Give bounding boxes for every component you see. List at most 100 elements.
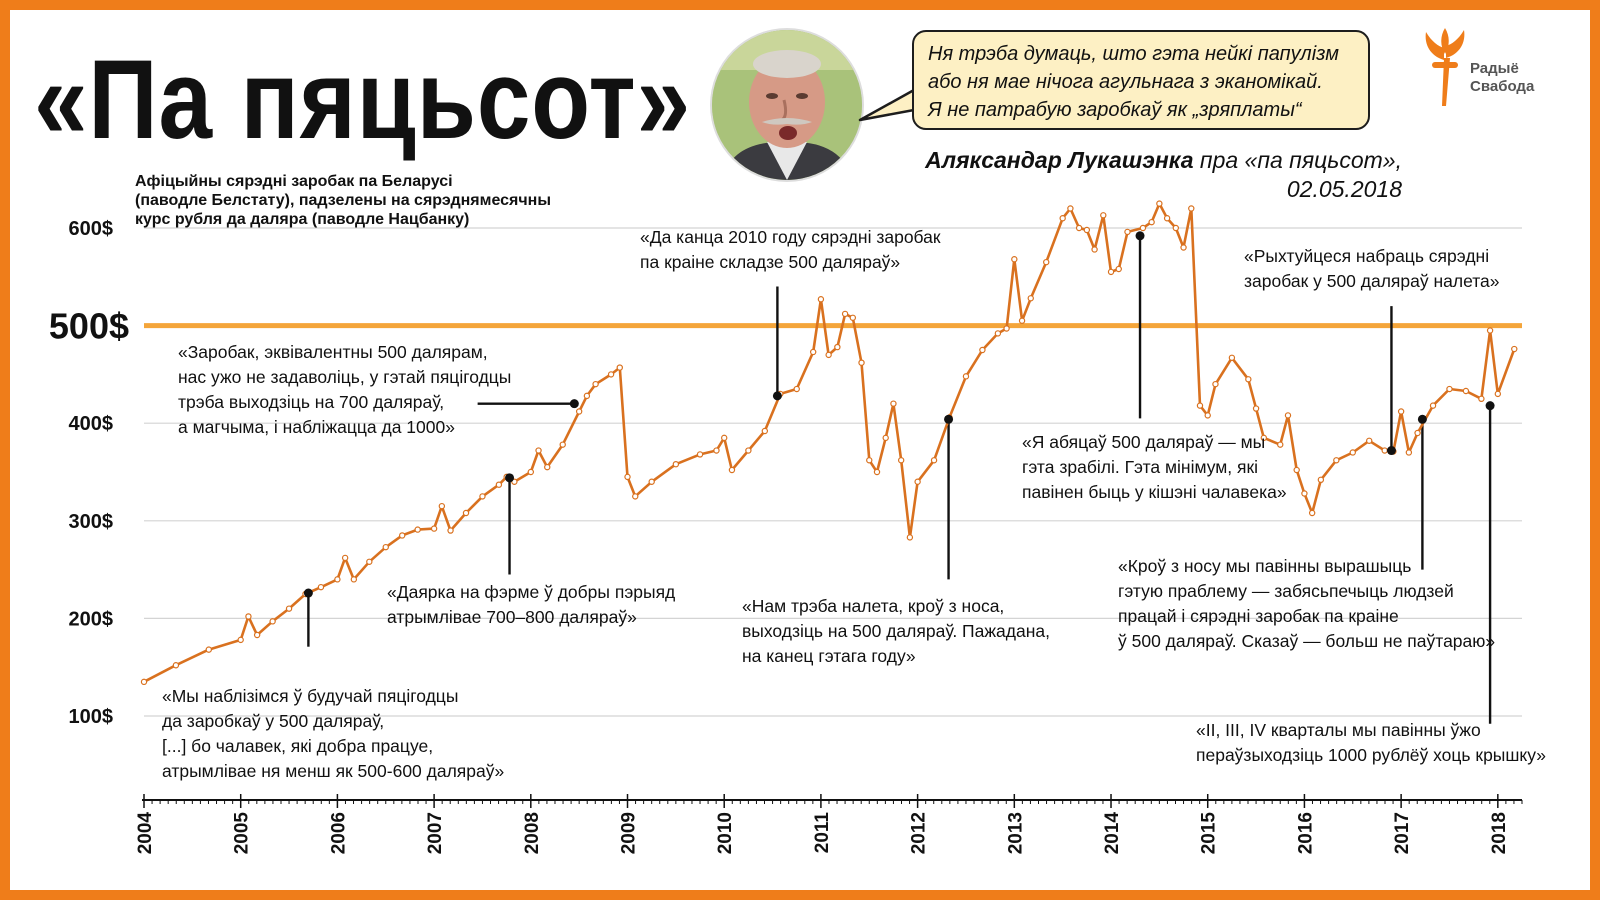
data-point	[1317, 476, 1325, 484]
data-point	[1284, 412, 1292, 419]
data-point	[447, 527, 454, 534]
data-point	[1381, 447, 1388, 454]
data-point	[462, 509, 470, 517]
data-point	[1277, 441, 1284, 448]
data-point	[793, 385, 800, 393]
data-point	[897, 457, 905, 464]
data-point	[205, 646, 212, 653]
attribution-name: Аляксандар Лукашэнка	[925, 147, 1194, 173]
data-point	[849, 314, 857, 321]
data-point	[607, 371, 615, 378]
data-point	[672, 460, 680, 468]
annotation-marker	[1135, 231, 1145, 241]
data-point	[1188, 205, 1195, 212]
data-point	[253, 631, 261, 639]
quote-annotation-2008: «Заробак, эквівалентны 500 далярам, нас у…	[178, 340, 511, 440]
quote-line: Я не патрабую заробкаў як „зряплаты“	[928, 99, 1302, 121]
data-point	[873, 468, 881, 476]
y-tick-label: 500$	[49, 306, 129, 347]
annotation-marker	[569, 399, 579, 409]
data-point	[334, 576, 341, 583]
speech-bubble-tail	[858, 88, 915, 122]
quote-annotation-line: да заробкаў у 500 даляраў,	[162, 711, 385, 731]
quote-annotation-line: «Я абяцаў 500 даляраў — мы	[1022, 432, 1266, 452]
data-point	[1446, 385, 1453, 393]
data-point	[1027, 295, 1034, 302]
page-title: «Па пяцьсот»	[34, 37, 691, 162]
data-point	[914, 478, 921, 485]
data-point	[1172, 224, 1180, 232]
quote-annotation-line: атрымлівае ня менш як 500-600 даляраў»	[162, 761, 505, 781]
attribution-date: 02.05.2018	[1286, 176, 1402, 202]
data-point	[592, 380, 599, 388]
data-point	[817, 296, 825, 303]
data-point	[1252, 405, 1260, 412]
data-point	[1180, 244, 1187, 251]
data-point	[979, 346, 986, 354]
data-point	[285, 605, 293, 612]
data-point	[430, 525, 438, 532]
x-tick-label: 2004	[135, 812, 156, 855]
y-tick-label: 400$	[69, 413, 114, 435]
portrait-illustration	[712, 30, 862, 180]
quote-annotation-line: «Заробак, эквівалентны 500 далярам,	[178, 342, 488, 362]
data-point	[366, 558, 373, 565]
annotation-marker	[303, 588, 313, 598]
data-point	[1212, 380, 1219, 388]
data-point	[994, 330, 1002, 337]
data-point	[269, 618, 276, 625]
data-point	[882, 434, 889, 442]
x-tick-label: 2006	[328, 812, 349, 854]
data-point	[1115, 265, 1122, 273]
data-point	[1462, 387, 1470, 395]
torch-logo-icon	[1425, 28, 1465, 106]
data-point	[317, 583, 325, 591]
brand-name: Радыё Свабода	[1470, 60, 1534, 96]
brand-name-line: Свабода	[1470, 78, 1535, 95]
data-point	[1414, 429, 1421, 437]
quote-annotation-line: пераўзыходзіць 1000 рублёў хоць крышку»	[1196, 745, 1546, 765]
speech-bubble: Ня трэба думаць, што гэта нейкі папулізм…	[912, 30, 1370, 130]
quote-annotation-line: «Нам трэба налета, кроў з носа,	[742, 596, 1005, 616]
quote-annotation-line: гэтую праблему — забясьпечыць людзей	[1118, 581, 1454, 601]
data-point	[1228, 354, 1236, 362]
data-point	[1308, 509, 1316, 517]
quote-annotation-line: выходзіць на 500 даляраў. Пажадана,	[742, 621, 1050, 641]
y-tick-label: 100$	[69, 706, 114, 728]
data-point	[809, 348, 817, 356]
quote-annotation-line: павінен быць у кішэні чалавека»	[1022, 482, 1287, 502]
x-tick-label: 2013	[1005, 812, 1026, 854]
data-point	[1107, 268, 1115, 276]
annotation-marker	[505, 473, 515, 483]
annotation-marker	[944, 414, 954, 424]
data-point	[495, 481, 503, 488]
data-point	[1043, 258, 1050, 266]
data-point	[1486, 327, 1494, 334]
data-point	[398, 532, 406, 539]
quote-annotation-2012: «Нам трэба налета, кроў з носа, выходзіць…	[742, 594, 1050, 669]
quote-annotation-line: ў 500 даляраў. Сказаў — больш не паўтара…	[1118, 631, 1496, 651]
data-point	[1245, 376, 1252, 383]
data-point	[1196, 402, 1204, 409]
x-tick-label: 2017	[1392, 812, 1413, 854]
data-point	[1204, 412, 1211, 419]
data-point	[648, 478, 655, 485]
data-point	[414, 526, 421, 533]
x-tick-label: 2016	[1295, 812, 1316, 854]
x-tick-label: 2005	[232, 812, 253, 855]
data-point	[624, 473, 631, 481]
chart-gridlines	[144, 227, 1522, 717]
quote-annotation-line: атрымлівае 700–800 даляраў»	[387, 607, 637, 627]
data-point	[1349, 449, 1356, 456]
data-point	[1011, 256, 1018, 263]
quote-annotation-2018: «II, III, IV кварталы мы павінны ўжо пера…	[1196, 718, 1546, 768]
data-point	[382, 543, 389, 551]
data-point	[559, 441, 566, 448]
quote-annotation-line: працай і сярэдні заробак па краіне	[1118, 606, 1399, 626]
data-point	[140, 678, 148, 686]
y-axis: 100$ 200$ 300$ 400$ 500$ 600$	[49, 218, 129, 728]
data-point	[1429, 402, 1437, 409]
annotation-leaders	[307, 235, 1492, 724]
quote-annotation-line: «Рыхтуйцеся набраць сярэдні	[1244, 246, 1490, 266]
